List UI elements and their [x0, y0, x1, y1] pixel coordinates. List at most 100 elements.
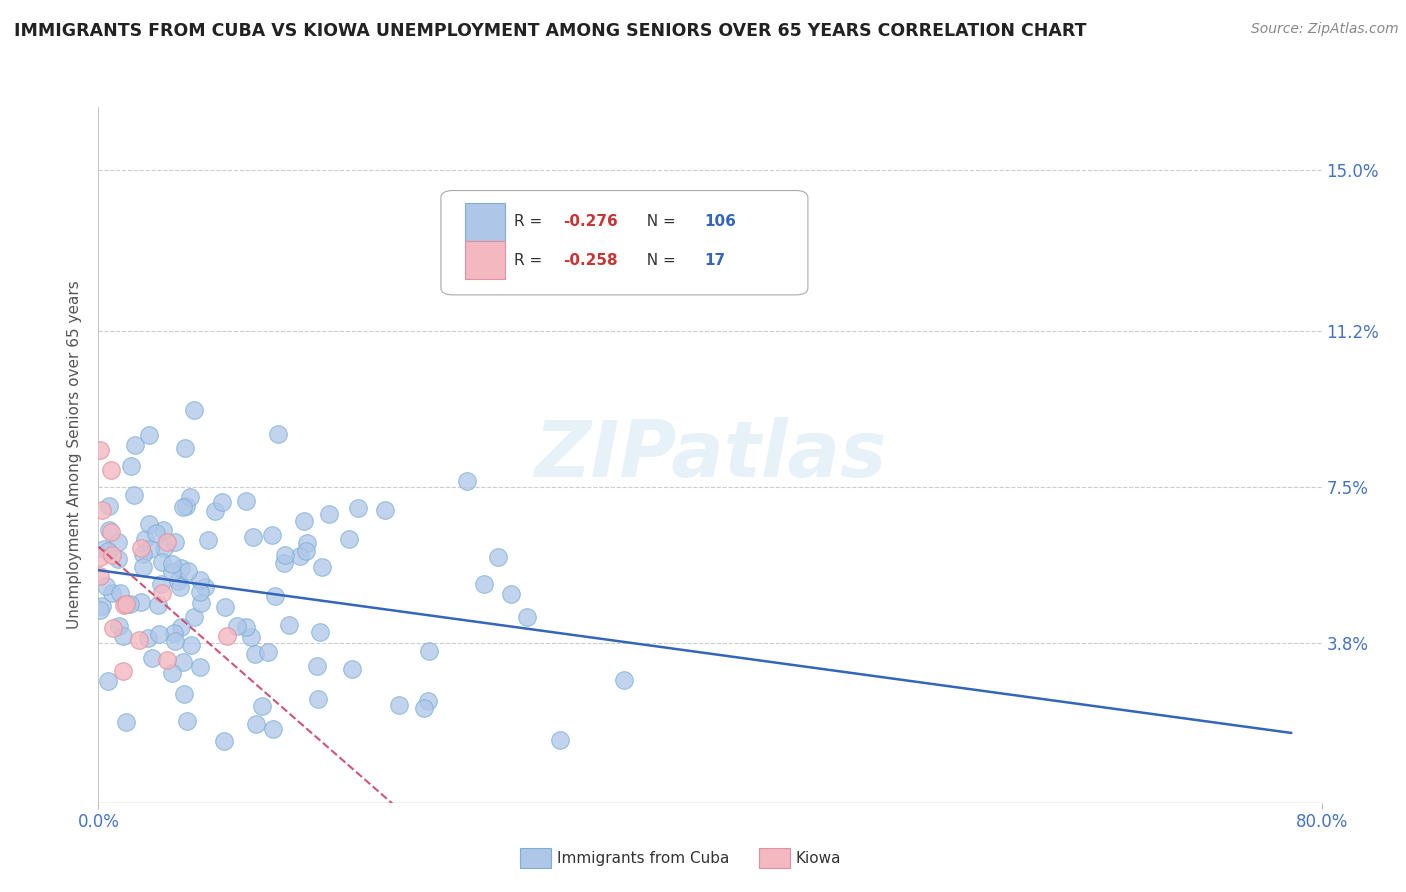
Point [169, 580, 191, 594]
Point [107, 534, 129, 549]
Point [100, 463, 122, 477]
Point [235, 493, 257, 508]
Point [288, 549, 311, 563]
Point [118, 597, 141, 611]
Point [163, 626, 186, 640]
Point [139, 542, 162, 557]
Point [211, 494, 233, 508]
Text: R =: R = [515, 214, 547, 229]
Point [374, 503, 396, 517]
Point [174, 441, 197, 455]
Point [273, 556, 295, 570]
Point [163, 534, 186, 549]
Point [131, 594, 153, 608]
Point [138, 516, 160, 531]
Point [266, 427, 288, 442]
Point [418, 694, 440, 708]
Point [472, 577, 495, 591]
Point [418, 643, 440, 657]
Bar [465, 241, 505, 279]
Point [294, 544, 316, 558]
Point [100, 586, 122, 600]
Text: Immigrants from Cuba: Immigrants from Cuba [557, 851, 730, 865]
Point [112, 598, 135, 612]
Point [166, 574, 188, 588]
Point [97, 499, 120, 513]
Point [309, 624, 332, 639]
Point [307, 659, 329, 673]
Point [134, 532, 156, 546]
Point [89, 442, 111, 457]
Point [214, 599, 236, 614]
Point [89, 603, 111, 617]
Point [239, 630, 262, 644]
Point [156, 534, 179, 549]
Text: -0.258: -0.258 [564, 252, 617, 268]
Point [292, 514, 315, 528]
Point [170, 620, 193, 634]
Point [98, 524, 121, 538]
Point [252, 698, 274, 713]
Point [112, 629, 135, 643]
Point [93, 541, 115, 556]
Point [153, 541, 176, 556]
Point [190, 574, 212, 588]
Point [107, 619, 129, 633]
Point [97, 544, 120, 558]
Point [188, 585, 211, 599]
Point [264, 589, 287, 603]
Point [110, 586, 132, 600]
Point [120, 459, 142, 474]
Point [101, 621, 124, 635]
Point [90, 599, 112, 613]
Point [100, 524, 122, 539]
Point [145, 526, 167, 541]
Point [180, 638, 202, 652]
Point [138, 428, 160, 442]
Point [613, 673, 636, 687]
Point [262, 723, 284, 737]
Point [214, 733, 236, 747]
Point [245, 717, 267, 731]
Y-axis label: Unemployment Among Seniors over 65 years: Unemployment Among Seniors over 65 years [67, 281, 83, 629]
Text: Source: ZipAtlas.com: Source: ZipAtlas.com [1251, 22, 1399, 37]
Point [132, 547, 155, 561]
Point [91, 503, 114, 517]
Text: 106: 106 [704, 214, 735, 229]
Point [176, 714, 198, 729]
Point [148, 598, 170, 612]
Point [160, 558, 183, 572]
Point [225, 619, 247, 633]
Point [190, 597, 212, 611]
Point [311, 560, 333, 574]
Text: N =: N = [637, 252, 681, 268]
Point [307, 692, 329, 706]
Point [176, 499, 198, 513]
Point [172, 655, 194, 669]
Point [160, 666, 183, 681]
Text: N =: N = [637, 214, 681, 229]
Point [243, 647, 266, 661]
Point [114, 714, 136, 729]
Point [499, 587, 522, 601]
Point [173, 687, 195, 701]
Point [148, 627, 170, 641]
Point [318, 507, 340, 521]
Point [274, 549, 297, 563]
Point [235, 620, 257, 634]
Point [150, 555, 173, 569]
Text: ZIPatlas: ZIPatlas [534, 417, 886, 493]
Point [128, 632, 150, 647]
Point [89, 568, 111, 582]
Point [278, 617, 301, 632]
Point [197, 533, 219, 547]
Point [132, 560, 155, 574]
Text: R =: R = [515, 252, 547, 268]
Point [156, 653, 179, 667]
Point [262, 527, 284, 541]
Point [112, 664, 135, 678]
Point [257, 645, 280, 659]
Point [183, 610, 205, 624]
Point [388, 698, 411, 712]
Point [347, 500, 370, 515]
